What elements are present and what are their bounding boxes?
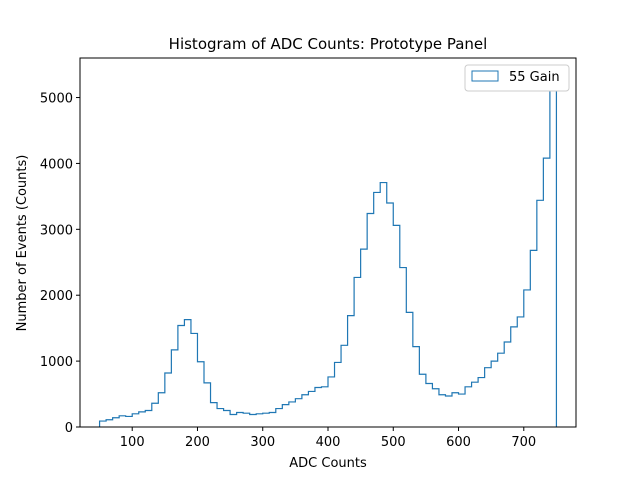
histogram-bin-330 (282, 405, 289, 427)
histogram-step-line (98, 75, 558, 427)
histogram-bin-550 (426, 384, 433, 427)
histogram-bin-670 (504, 342, 511, 427)
histogram-bin-690 (517, 317, 524, 427)
histogram-bin-520 (406, 312, 413, 427)
y-tick-label-2000: 2000 (40, 289, 73, 304)
histogram-bin-210 (204, 383, 211, 427)
histogram-bin-600 (459, 394, 466, 427)
x-tick-label-400: 400 (316, 435, 341, 450)
histogram-bin-610 (465, 387, 472, 427)
histogram-bin-190 (191, 333, 198, 427)
histogram-bin-50 (100, 421, 107, 427)
plot-frame (79, 57, 577, 428)
histogram-bin-350 (295, 399, 302, 427)
histogram-bin-720 (537, 200, 544, 427)
histogram-bin-450 (361, 249, 368, 427)
x-tick-label-700: 700 (511, 435, 536, 450)
histogram-bin-380 (315, 387, 322, 427)
histogram-bin-490 (387, 203, 394, 427)
histogram-bin-150 (165, 373, 172, 427)
histogram-bin-530 (413, 347, 420, 427)
histogram-bin-300 (263, 413, 270, 427)
histogram-bin-400 (328, 377, 335, 427)
y-tick-label-1000: 1000 (40, 355, 73, 370)
histogram-bin-140 (158, 393, 165, 427)
histogram-bin-120 (145, 411, 152, 427)
histogram-bin-250 (230, 414, 237, 427)
histogram-bin-640 (485, 368, 492, 427)
histogram-bin-510 (400, 268, 407, 427)
chart-title: Histogram of ADC Counts: Prototype Panel (169, 35, 488, 53)
histogram-bin-570 (439, 395, 446, 427)
histogram-bin-60 (106, 420, 113, 427)
axes: 100 200 300 400 500 600 700 0 1000 2000 3000 4000 50… (40, 57, 577, 450)
legend-label-55-gain: 55 Gain (509, 70, 560, 85)
histogram-bin-280 (250, 414, 257, 427)
histogram-bin-100 (132, 414, 139, 427)
histogram-bin-540 (419, 374, 426, 427)
y-tick-label-3000: 3000 (40, 223, 73, 238)
x-tick-label-200: 200 (185, 435, 210, 450)
histogram-bin-200 (197, 362, 204, 427)
histogram-bin-460 (367, 214, 374, 427)
histogram-bin-220 (211, 403, 218, 427)
histogram-bin-80 (119, 416, 126, 427)
histogram-bin-440 (354, 277, 361, 427)
histogram-bin-620 (472, 382, 479, 427)
x-tick-label-100: 100 (120, 435, 145, 450)
histogram-bin-650 (491, 361, 498, 427)
histogram-bin-90 (126, 416, 133, 427)
histogram-bin-740 (550, 76, 557, 427)
histogram-bin-560 (432, 389, 439, 427)
histogram-bin-240 (224, 411, 231, 427)
histogram-bin-660 (498, 353, 505, 427)
histogram-bin-270 (243, 413, 250, 427)
legend: 55 Gain (464, 64, 570, 92)
histogram-bin-310 (269, 413, 276, 427)
y-tick-label-4000: 4000 (40, 157, 73, 172)
histogram-bin-170 (178, 326, 185, 427)
histogram-bin-430 (348, 316, 355, 427)
histogram-bin-320 (276, 409, 283, 427)
x-tick-label-600: 600 (446, 435, 471, 450)
histogram-bin-730 (543, 158, 550, 427)
y-tick-label-5000: 5000 (40, 92, 73, 107)
histogram-bin-70 (113, 418, 120, 427)
histogram-bin-260 (237, 413, 244, 427)
y-axis-label: Number of Events (Counts) (15, 155, 30, 332)
histogram-bin-160 (171, 350, 178, 427)
legend-swatch-55-gain (471, 70, 499, 82)
histogram-bin-590 (452, 393, 459, 427)
histogram-bin-680 (511, 327, 518, 427)
histogram-bin-370 (308, 391, 315, 427)
histogram-bars (98, 75, 558, 427)
histogram-bin-410 (335, 362, 342, 427)
x-tick-label-300: 300 (250, 435, 275, 450)
histogram-bin-340 (289, 402, 296, 427)
histogram-bin-360 (302, 395, 309, 427)
histogram-bin-630 (478, 378, 485, 427)
histogram-bin-700 (524, 290, 531, 427)
x-tick-label-500: 500 (381, 435, 406, 450)
x-axis-label: ADC Counts (289, 456, 367, 471)
histogram-bin-390 (321, 387, 328, 427)
histogram-bin-500 (393, 225, 400, 427)
histogram-bin-470 (374, 192, 381, 427)
histogram-bin-110 (139, 412, 146, 427)
histogram-bin-230 (217, 409, 224, 427)
histogram-bin-420 (341, 345, 348, 427)
histogram-bin-580 (445, 396, 452, 427)
histogram-bin-130 (152, 403, 159, 427)
histogram-bin-710 (530, 250, 537, 427)
y-tick-label-0: 0 (65, 421, 73, 436)
histogram-bin-180 (184, 320, 191, 427)
histogram-bin-290 (256, 414, 263, 427)
histogram-bin-480 (380, 183, 387, 427)
